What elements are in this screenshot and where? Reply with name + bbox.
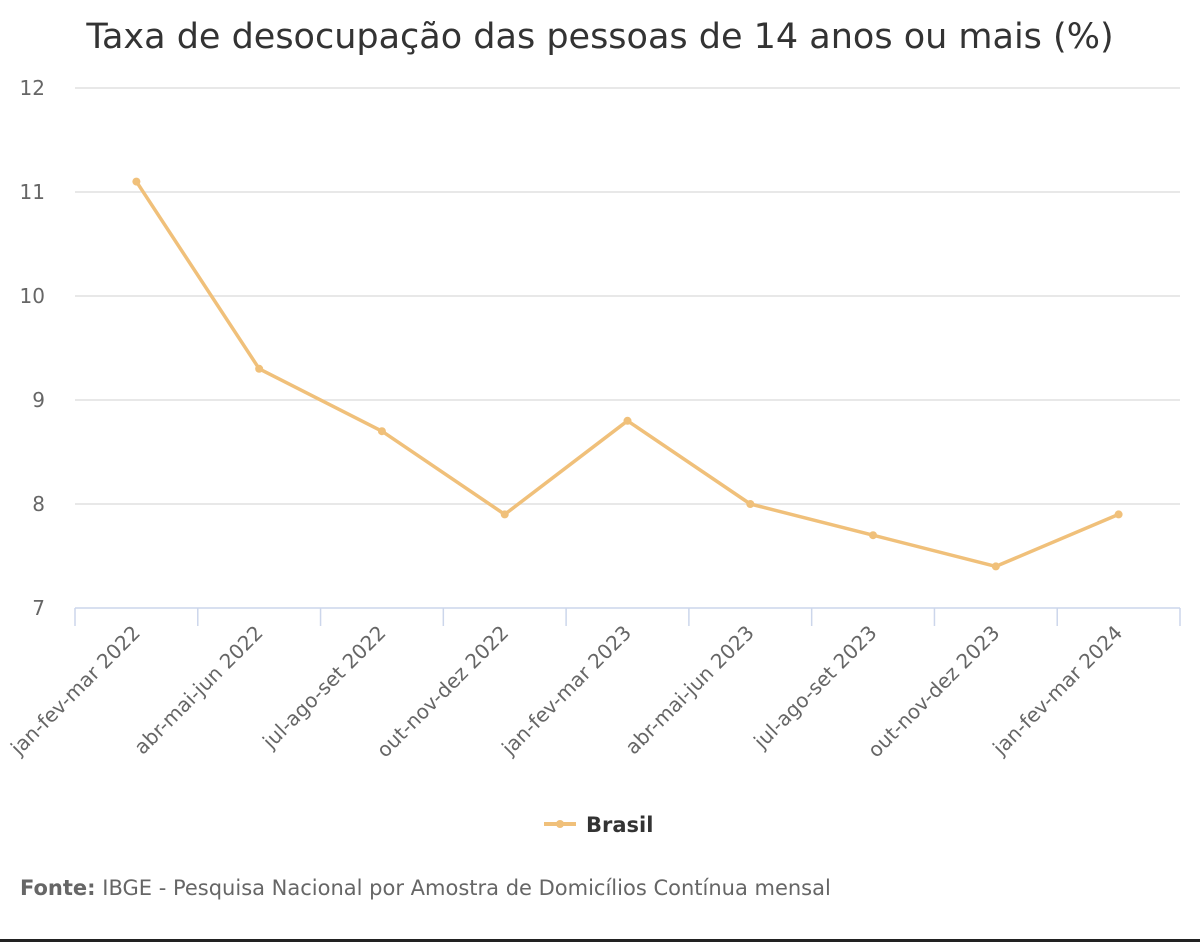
y-tick-label: 9 xyxy=(32,388,45,412)
x-tick-label: out-nov-dez 2022 xyxy=(372,621,514,763)
legend-marker-brasil xyxy=(556,820,564,828)
x-tick-label: jul-ago-set 2022 xyxy=(257,621,390,754)
y-axis-ticks: 7 8 9 10 11 12 xyxy=(20,76,45,620)
data-point[interactable] xyxy=(500,510,509,519)
legend[interactable]: Brasil xyxy=(544,813,653,837)
chart-title: Taxa de desocupação das pessoas de 14 an… xyxy=(85,17,1113,57)
data-point[interactable] xyxy=(623,416,632,425)
data-point[interactable] xyxy=(132,177,141,186)
y-tick-label: 11 xyxy=(20,180,45,204)
y-tick-label: 10 xyxy=(20,284,45,308)
source-note: Fonte: IBGE - Pesquisa Nacional por Amos… xyxy=(20,876,831,900)
x-tick-label: jan-fev-mar 2022 xyxy=(5,621,145,761)
series-line-brasil xyxy=(134,179,1121,569)
x-tick-label: jan-fev-mar 2024 xyxy=(987,621,1127,761)
x-tick-label: abr-mai-jun 2023 xyxy=(620,621,758,759)
y-tick-label: 7 xyxy=(32,596,45,620)
data-point[interactable] xyxy=(746,500,755,508)
data-point[interactable] xyxy=(377,427,386,436)
data-point[interactable] xyxy=(869,531,878,540)
data-point[interactable] xyxy=(255,364,264,373)
x-tick-label: jul-ago-set 2023 xyxy=(748,621,881,754)
data-point[interactable] xyxy=(1114,510,1123,519)
y-tick-label: 8 xyxy=(32,492,45,516)
grid-lines xyxy=(75,87,1180,505)
source-text: IBGE - Pesquisa Nacional por Amostra de … xyxy=(102,876,831,900)
y-tick-label: 12 xyxy=(20,76,45,100)
x-tick-label: jan-fev-mar 2023 xyxy=(496,621,636,761)
x-tick-label: out-nov-dez 2023 xyxy=(863,621,1005,763)
legend-label-brasil: Brasil xyxy=(586,813,653,837)
x-tick-label: abr-mai-jun 2022 xyxy=(129,621,267,759)
data-point[interactable] xyxy=(991,562,1000,571)
series-layer xyxy=(132,177,1123,571)
source-label: Fonte: xyxy=(20,876,96,900)
bottom-border xyxy=(0,939,1200,942)
